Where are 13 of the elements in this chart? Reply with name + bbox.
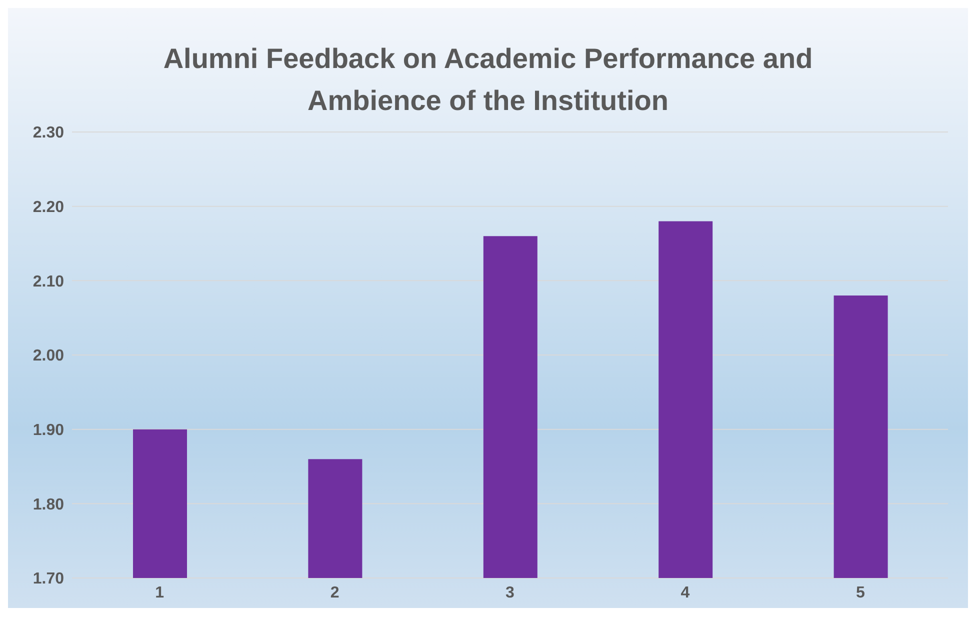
y-tick-label: 1.80 [32, 496, 64, 514]
x-tick-label: 5 [856, 584, 865, 602]
x-tick-label: 4 [680, 584, 690, 602]
x-tick-label: 3 [506, 584, 515, 602]
x-tick-label: 1 [155, 584, 164, 602]
y-tick-label: 2.00 [32, 348, 64, 365]
y-tick-label: 2.20 [32, 199, 64, 216]
y-tick-label: 2.30 [32, 124, 64, 142]
x-tick-label: 2 [330, 584, 340, 602]
y-tick-label: 1.70 [32, 570, 64, 588]
y-tick-label: 2.10 [32, 273, 64, 290]
chart-title: Alumni Feedback on Academic Performance and Ambience of the Institution [162, 42, 814, 118]
y-tick-label: 1.90 [32, 422, 64, 440]
